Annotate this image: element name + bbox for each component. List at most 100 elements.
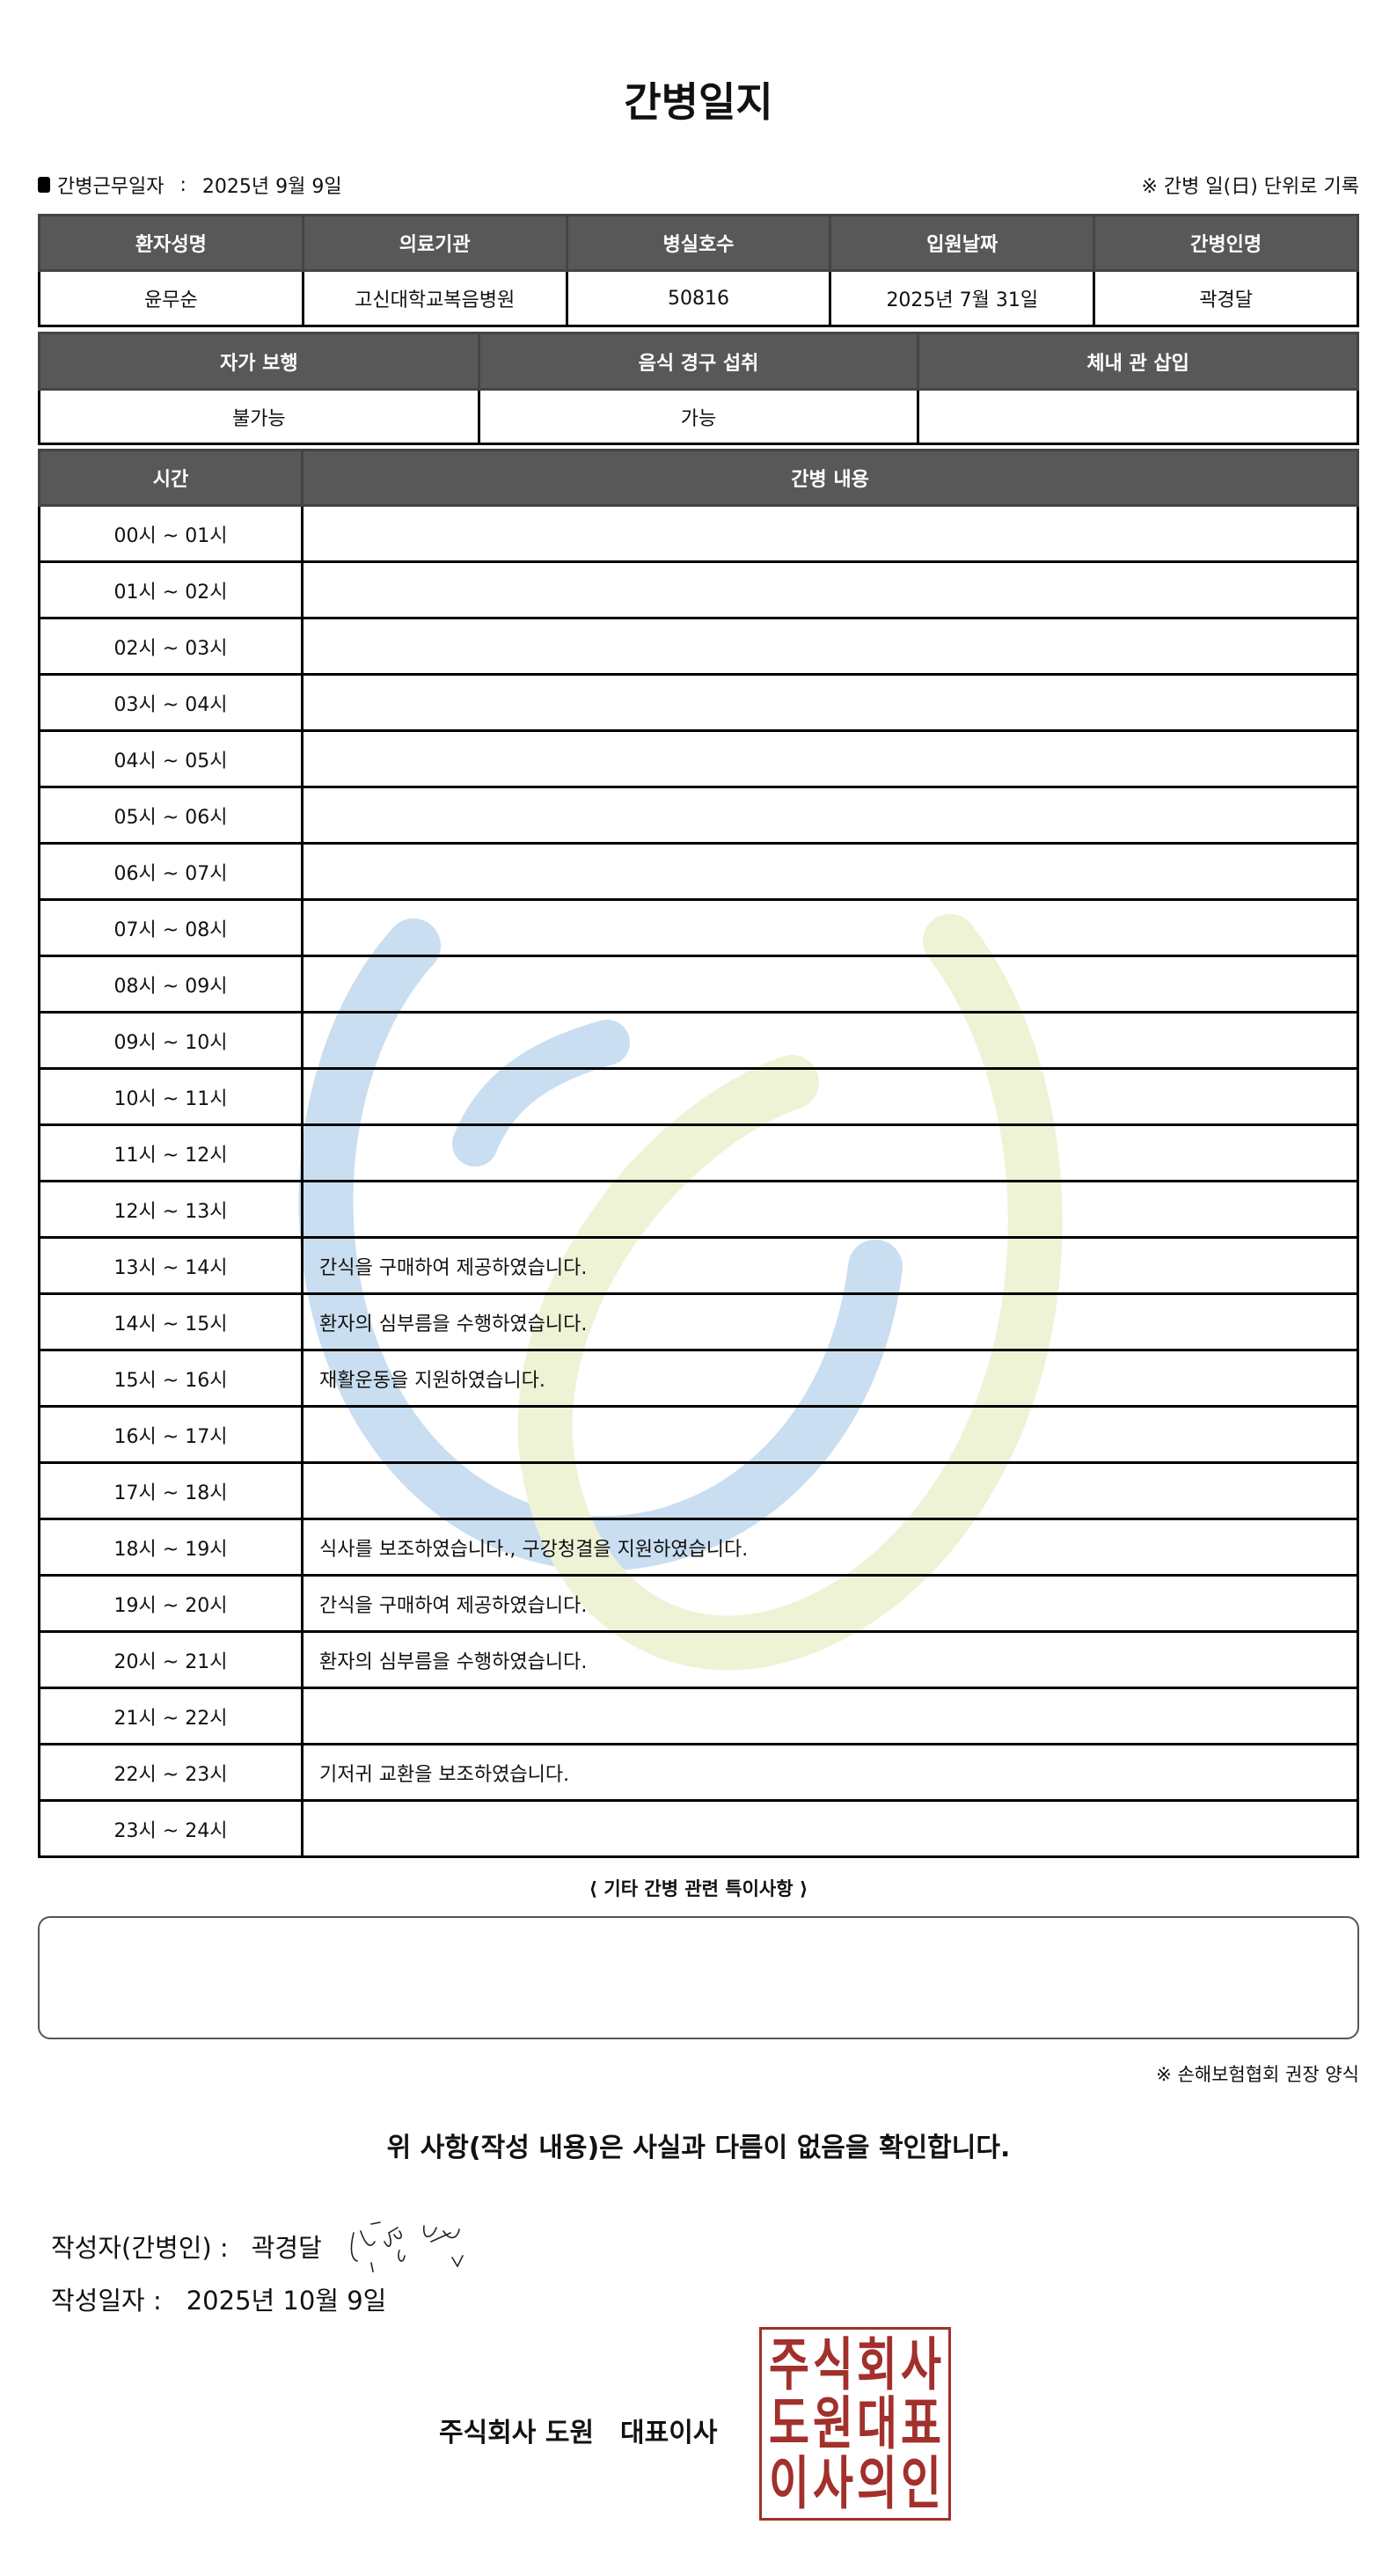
work-date-value: 2025년 9월 9일 [201, 176, 342, 198]
oral-intake-value: 가능 [477, 388, 920, 445]
log-time: 10시 ~ 11시 [38, 1067, 304, 1126]
log-content [301, 842, 1359, 901]
log-content: 식사를 보조하였습니다., 구강청결을 지원하였습니다. [301, 1518, 1359, 1577]
confirmation-statement: 위 사항(작성 내용)은 사실과 다름이 없음을 확인합니다. [386, 2133, 1011, 2163]
log-row: 21시 ~ 22시 [38, 1687, 1359, 1745]
log-time: 23시 ~ 24시 [38, 1799, 304, 1858]
log-content [301, 898, 1359, 957]
self-walking-value: 불가능 [38, 388, 480, 445]
log-content [301, 955, 1359, 1014]
header-time: 시간 [38, 449, 304, 507]
stamp-glyph: 사 [901, 2331, 941, 2398]
stamp-glyph: 표 [901, 2390, 941, 2457]
log-time: 14시 ~ 15시 [38, 1292, 304, 1351]
log-row: 23시 ~ 24시 [38, 1799, 1359, 1858]
company-signoff: 주식회사 도원 대표이사 [439, 2411, 717, 2449]
stamp-glyph: 의 [857, 2449, 897, 2517]
log-time: 16시 ~ 17시 [38, 1405, 304, 1464]
log-content [301, 560, 1359, 619]
log-row: 18시 ~ 19시 식사를 보조하였습니다., 구강청결을 지원하였습니다. [38, 1518, 1359, 1577]
log-time: 21시 ~ 22시 [38, 1687, 304, 1745]
log-row: 11시 ~ 12시 [38, 1123, 1359, 1182]
log-time: 02시 ~ 03시 [38, 617, 304, 676]
log-content [301, 673, 1359, 732]
write-date-value: 2025년 10월 9일 [186, 2286, 387, 2316]
writer-label: 작성자(간병인) : [51, 2233, 229, 2263]
other-notes-label: ⟨ 기타 간병 관련 특이사항 ⟩ [589, 1878, 808, 1899]
hospital: 고신대학교복음병원 [301, 269, 568, 327]
header-patient-name: 환자성명 [38, 214, 304, 272]
writer-name: 곽경달 [251, 2233, 322, 2263]
log-row: 04시 ~ 05시 [38, 729, 1359, 788]
header-oral-intake: 음식 경구 섭취 [477, 332, 920, 391]
stamp-glyph: 사 [813, 2449, 853, 2517]
log-row: 14시 ~ 15시 환자의 심부름을 수행하였습니다. [38, 1292, 1359, 1351]
log-time: 09시 ~ 10시 [38, 1011, 304, 1070]
header-tube-insertion: 체내 관 삽입 [917, 332, 1359, 391]
bullet-square-icon [38, 177, 50, 193]
log-time: 17시 ~ 18시 [38, 1461, 304, 1520]
log-time: 13시 ~ 14시 [38, 1236, 304, 1295]
log-content [301, 1123, 1359, 1182]
company-name: 주식회사 도원 [439, 2418, 595, 2448]
log-row: 03시 ~ 04시 [38, 673, 1359, 732]
log-row: 08시 ~ 09시 [38, 955, 1359, 1014]
log-row: 10시 ~ 11시 [38, 1067, 1359, 1126]
admission-date: 2025년 7월 31일 [829, 269, 1096, 327]
header-hospital: 의료기관 [301, 214, 568, 272]
room-number: 50816 [565, 269, 832, 327]
stamp-glyph: 이 [769, 2449, 809, 2517]
log-content [301, 1405, 1359, 1464]
log-row: 19시 ~ 20시 간식을 구매하여 제공하였습니다. [38, 1574, 1359, 1633]
log-content [301, 617, 1359, 676]
header-caregiver: 간병인명 [1093, 214, 1359, 272]
work-date-line: 간병근무일자 : 2025년 9월 9일 [38, 171, 342, 199]
log-time: 07시 ~ 08시 [38, 898, 304, 957]
log-time: 00시 ~ 01시 [38, 504, 304, 563]
patient-info-table: 환자성명 의료기관 병실호수 입원날짜 간병인명 윤무순 고신대학교복음병원 5… [38, 214, 1359, 327]
stamp-glyph: 주 [769, 2331, 809, 2398]
log-content: 환자의 심부름을 수행하였습니다. [301, 1292, 1359, 1351]
log-row: 13시 ~ 14시 간식을 구매하여 제공하였습니다. [38, 1236, 1359, 1295]
log-content [301, 1687, 1359, 1745]
write-date-label: 작성일자 : [51, 2286, 162, 2316]
log-time: 08시 ~ 09시 [38, 955, 304, 1014]
work-date-label: 간병근무일자 [57, 176, 165, 198]
log-time: 20시 ~ 21시 [38, 1630, 304, 1689]
log-content: 기저귀 교환을 보조하였습니다. [301, 1743, 1359, 1802]
log-content: 간식을 구매하여 제공하였습니다. [301, 1236, 1359, 1295]
log-time: 05시 ~ 06시 [38, 786, 304, 845]
write-date-line: 작성일자 : 2025년 10월 9일 [51, 2280, 386, 2317]
log-content [301, 786, 1359, 845]
other-notes-box [38, 1916, 1359, 2039]
log-content [301, 1799, 1359, 1858]
log-row: 12시 ~ 13시 [38, 1180, 1359, 1239]
log-row: 05시 ~ 06시 [38, 786, 1359, 845]
patient-status-table: 자가 보행 음식 경구 섭취 체내 관 삽입 불가능 가능 [38, 332, 1359, 445]
log-row: 06시 ~ 07시 [38, 842, 1359, 901]
stamp-glyph: 회 [857, 2331, 897, 2398]
log-time: 03시 ~ 04시 [38, 673, 304, 732]
log-row: 15시 ~ 16시 재활운동을 지원하였습니다. [38, 1349, 1359, 1408]
caregiver-name: 곽경달 [1093, 269, 1359, 327]
log-content [301, 504, 1359, 563]
log-row: 22시 ~ 23시 기저귀 교환을 보조하였습니다. [38, 1743, 1359, 1802]
log-content: 환자의 심부름을 수행하였습니다. [301, 1630, 1359, 1689]
patient-name: 윤무순 [38, 269, 304, 327]
log-time: 18시 ~ 19시 [38, 1518, 304, 1577]
log-time: 06시 ~ 07시 [38, 842, 304, 901]
form-note: ※ 손해보험협회 권장 양식 [1156, 2064, 1359, 2085]
company-role: 대표이사 [620, 2418, 718, 2448]
log-row: 07시 ~ 08시 [38, 898, 1359, 957]
header-admission-date: 입원날짜 [829, 214, 1096, 272]
stamp-glyph: 인 [901, 2449, 941, 2517]
tube-insertion-value [917, 388, 1359, 445]
log-row: 17시 ~ 18시 [38, 1461, 1359, 1520]
log-time: 04시 ~ 05시 [38, 729, 304, 788]
log-content [301, 1180, 1359, 1239]
log-time: 01시 ~ 02시 [38, 560, 304, 619]
unit-note: ※ 간병 일(日) 단위로 기록 [1141, 176, 1360, 198]
log-content [301, 1011, 1359, 1070]
log-row: 01시 ~ 02시 [38, 560, 1359, 619]
